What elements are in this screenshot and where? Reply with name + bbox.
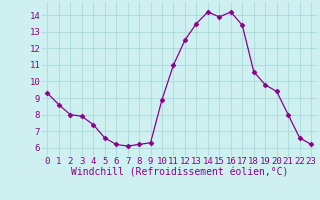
X-axis label: Windchill (Refroidissement éolien,°C): Windchill (Refroidissement éolien,°C) [70, 168, 288, 178]
